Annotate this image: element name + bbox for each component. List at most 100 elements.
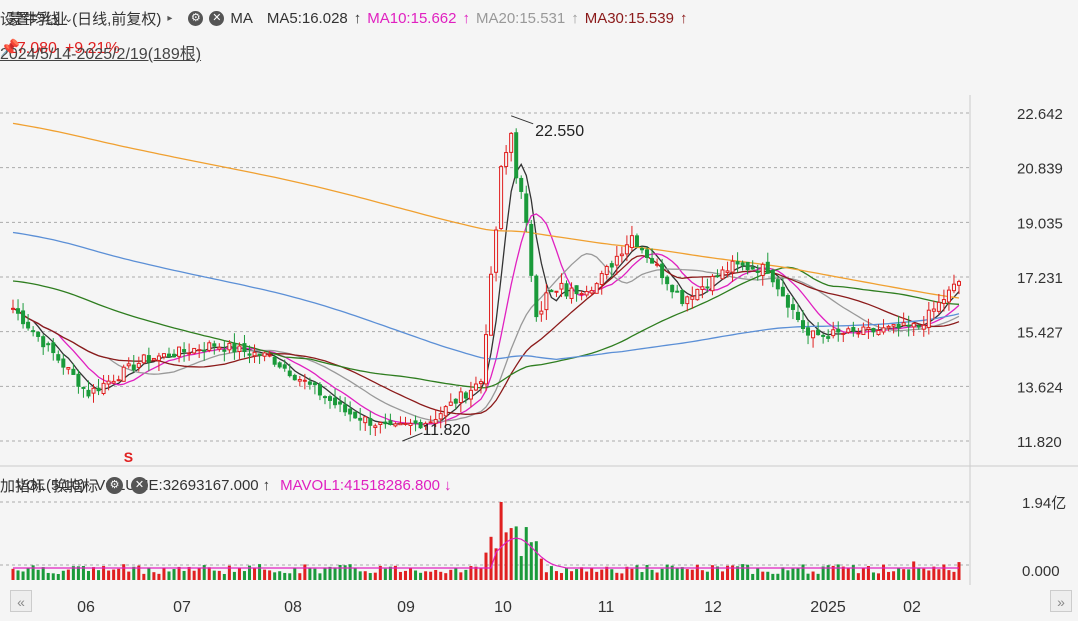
candle-body: [46, 343, 51, 346]
gear-icon[interactable]: ⚙: [106, 476, 124, 494]
volume-bar: [489, 536, 493, 580]
candle-body: [418, 421, 423, 429]
volume-bar: [424, 571, 428, 580]
candle-body: [252, 351, 257, 357]
volume-bar: [715, 566, 719, 580]
candle-body: [156, 355, 161, 361]
triangle-right-icon[interactable]: ▸: [167, 12, 173, 24]
volume-bar: [36, 569, 40, 580]
volume-bar: [595, 571, 599, 580]
candle-body: [212, 343, 217, 347]
candle-body: [554, 290, 559, 293]
volume-bar: [690, 569, 694, 580]
volume-bar: [746, 564, 750, 580]
price-axis-label: 17.231: [1017, 270, 1063, 287]
candle-body: [197, 349, 202, 352]
volume-bar: [182, 570, 186, 580]
add-indicator-button[interactable]: 加指标: [0, 477, 46, 495]
scroll-left-button[interactable]: «: [10, 590, 32, 612]
candle-body: [645, 249, 650, 258]
volume-bar: [81, 566, 85, 580]
candle-body: [458, 391, 463, 404]
candle-body: [388, 420, 393, 426]
gear-icon[interactable]: ⚙: [188, 10, 204, 26]
volume-bar: [861, 568, 865, 580]
candle-body: [901, 322, 906, 326]
candle-body: [483, 334, 489, 385]
candle-body: [685, 296, 690, 305]
pin-icon[interactable]: 📌: [0, 40, 20, 57]
close-icon[interactable]: ✕: [209, 10, 225, 26]
candle-body: [499, 166, 504, 230]
volume-bar: [288, 573, 292, 580]
candle-body: [172, 353, 177, 358]
candle-body: [272, 356, 277, 365]
candle-body: [478, 381, 483, 385]
volume-bar: [756, 567, 760, 580]
volume-bar: [147, 567, 151, 580]
candle-body: [846, 328, 851, 333]
volume-bar: [630, 568, 634, 580]
candle-body: [675, 290, 680, 293]
candle-body: [267, 354, 272, 357]
stock-title[interactable]: 蒙牛乳业 (日线,前复权): [8, 10, 162, 28]
volume-bar: [887, 571, 891, 580]
volume-bar: [172, 569, 176, 580]
candle-body: [539, 310, 544, 315]
volume-bar: [368, 573, 372, 580]
date-range[interactable]: 2024/5/14-2025/2/19(189根): [0, 46, 202, 63]
ma20-value: MA20:15.531: [475, 9, 566, 27]
volume-bar: [534, 541, 538, 580]
volume-tools: 加指标 换指标 ⚙ ✕: [0, 474, 1058, 496]
candle-body: [202, 349, 207, 352]
volume-bar: [212, 570, 216, 580]
candle-body: [876, 329, 881, 336]
volume-bar: [816, 573, 820, 580]
candle-body: [322, 396, 327, 399]
volume-title[interactable]: VOL(5,10): [16, 476, 86, 494]
volume-bar: [454, 567, 458, 580]
volume-bar: [539, 558, 543, 580]
candle-body: [861, 326, 866, 335]
low-label: 11.820: [422, 422, 470, 439]
volume-bar: [700, 570, 704, 580]
volume-bar: [705, 571, 709, 580]
candle-body: [956, 281, 962, 286]
volume-bar: [56, 573, 60, 580]
switch-indicator-button[interactable]: 换指标: [53, 477, 99, 495]
candle-body: [373, 425, 378, 429]
candle-body: [489, 273, 494, 336]
price-grid: [0, 95, 1078, 585]
candle-body: [463, 392, 468, 399]
candle-body: [393, 423, 398, 427]
volume-bar: [398, 571, 402, 580]
candle-body: [655, 263, 660, 266]
volume-bar: [575, 569, 579, 580]
candle-body: [277, 362, 282, 368]
volume-bar: [605, 566, 609, 580]
scroll-right-button[interactable]: »: [1050, 590, 1072, 612]
volume-bar: [132, 566, 136, 580]
volume-bar: [559, 573, 563, 580]
double-left-icon: «: [17, 594, 25, 610]
candle-body: [111, 380, 116, 384]
candles: [10, 128, 962, 437]
candle-body: [921, 324, 926, 330]
candle-body: [227, 342, 232, 351]
volume-bar: [554, 571, 558, 580]
high-arrow: [510, 115, 534, 125]
close-icon[interactable]: ✕: [131, 476, 149, 494]
candle-body: [690, 296, 695, 300]
volume-bar: [112, 569, 116, 580]
candle-body: [534, 275, 539, 318]
price-axis-label: 13.624: [1017, 379, 1063, 396]
candle-body: [881, 327, 886, 333]
volume-bar: [876, 573, 880, 580]
volume-bar: [796, 568, 800, 580]
volume-bar: [71, 566, 75, 580]
volume-bar: [167, 571, 171, 580]
candle-body: [428, 421, 433, 424]
candle-body: [775, 279, 780, 290]
ma-settings-button[interactable]: 设置均线 ⌄: [0, 8, 1056, 29]
